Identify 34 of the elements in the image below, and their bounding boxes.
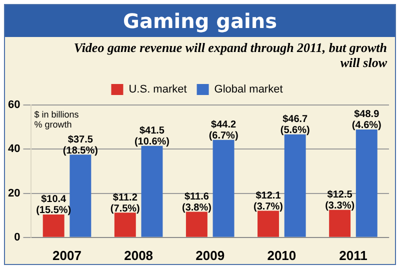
bar — [356, 129, 378, 237]
data-label: $48.9 (4.6%) — [352, 109, 382, 132]
bar — [284, 134, 306, 237]
data-label: $46.7 (5.6%) — [280, 114, 310, 136]
y-tick-label: 40 — [8, 143, 20, 156]
bar — [186, 212, 208, 237]
chart-subtitle: Video game revenue will expand through 2011, but growth will slow — [72, 39, 388, 72]
bar — [42, 214, 64, 237]
legend-label: Global market — [214, 84, 283, 96]
bar — [141, 146, 163, 237]
x-tick-label: 2011 — [339, 248, 368, 263]
data-label: $11.2 (7.5%) — [110, 192, 140, 214]
bar — [114, 212, 136, 237]
bar — [258, 210, 279, 237]
x-tick-label: 2010 — [267, 248, 296, 263]
legend-label: U.S. market — [128, 84, 187, 96]
data-label: $41.5 (10.6%) — [134, 126, 170, 148]
x-tick-label: 2007 — [52, 248, 82, 263]
annotation: $ in billions — [34, 109, 80, 120]
bar — [329, 210, 351, 237]
annotation: % growth — [34, 119, 72, 130]
y-tick-label: 20 — [8, 187, 20, 200]
x-tick-label: 2008 — [124, 248, 154, 263]
bar — [212, 140, 234, 237]
data-label: $11.6 (3.8%) — [182, 192, 212, 214]
y-tick-label: 0 — [14, 231, 20, 244]
bar — [70, 154, 92, 237]
data-label: $37.5 (18.5%) — [62, 134, 98, 156]
chart-title: Gaming gains — [5, 5, 395, 37]
data-label: $12.1 (3.7%) — [254, 190, 283, 212]
data-label: $44.2 (6.7%) — [208, 120, 238, 142]
x-tick-label: 2009 — [196, 248, 225, 263]
y-tick-label: 60 — [8, 99, 20, 112]
data-label: $12.5 (3.3%) — [325, 190, 355, 212]
